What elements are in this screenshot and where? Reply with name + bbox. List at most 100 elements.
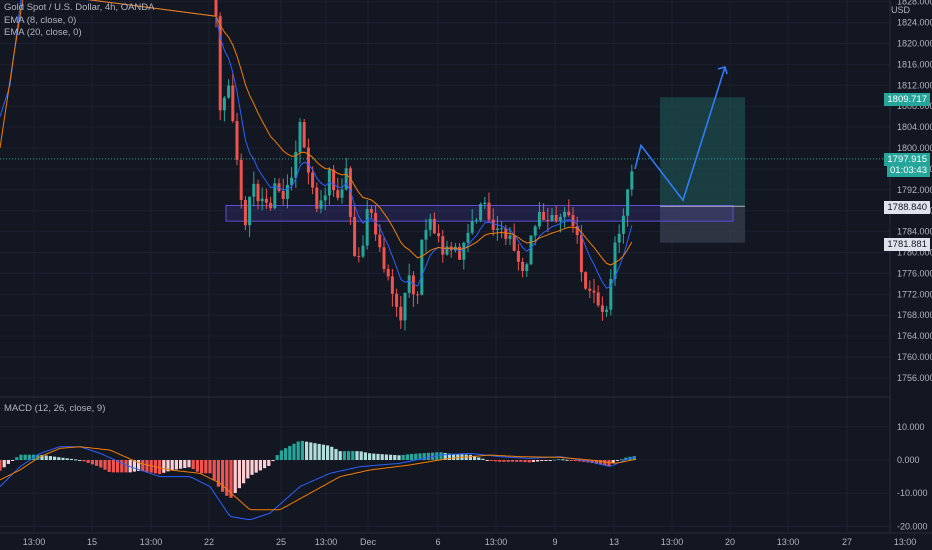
candle bbox=[353, 204, 357, 257]
candle-body bbox=[256, 183, 260, 202]
candle-body bbox=[218, 16, 222, 111]
macd-histogram-bar bbox=[359, 451, 363, 460]
macd-histogram-bar bbox=[578, 460, 582, 462]
price-tick-label: 1812.000 bbox=[897, 80, 932, 90]
candle-body bbox=[285, 184, 289, 199]
candle bbox=[621, 208, 625, 244]
macd-histogram-bar bbox=[531, 460, 535, 462]
candle bbox=[243, 196, 247, 231]
candle-body bbox=[579, 235, 583, 273]
candle bbox=[600, 296, 604, 321]
macd-histogram-bar bbox=[212, 460, 216, 480]
candle-body bbox=[260, 198, 264, 202]
candle-body bbox=[479, 203, 483, 221]
candle bbox=[462, 241, 466, 270]
macd-histogram-bar bbox=[372, 453, 376, 460]
macd-histogram-bar bbox=[632, 456, 636, 460]
macd-histogram-bar bbox=[86, 460, 90, 463]
macd-histogram-bar bbox=[242, 460, 246, 484]
candle-body bbox=[227, 85, 231, 98]
candle-body bbox=[432, 218, 436, 234]
macd-histogram-bar bbox=[0, 460, 2, 471]
candle bbox=[584, 271, 588, 291]
candle bbox=[596, 285, 600, 308]
macd-histogram-bar bbox=[82, 460, 86, 462]
ema-fast-line bbox=[0, 0, 633, 289]
macd-histogram-bar bbox=[221, 460, 225, 492]
stop-loss-zone bbox=[660, 206, 745, 243]
time-tick-label: 20 bbox=[725, 537, 735, 547]
macd-histogram-bar bbox=[27, 454, 31, 460]
candle bbox=[479, 202, 483, 223]
candle bbox=[441, 229, 445, 263]
candle-body bbox=[542, 211, 546, 220]
price-tick-label: 1824.000 bbox=[897, 18, 932, 28]
macd-histogram-bar bbox=[36, 454, 40, 460]
macd-histogram-bar bbox=[267, 460, 271, 466]
candle bbox=[458, 243, 462, 260]
macd-line bbox=[0, 446, 637, 521]
candle-body bbox=[621, 215, 625, 234]
macd-histogram-bar bbox=[368, 453, 372, 460]
macd-histogram-bar bbox=[363, 452, 367, 460]
candle bbox=[252, 171, 256, 207]
candle-body bbox=[445, 246, 449, 255]
ema-fast-legend: EMA (8, close, 0) bbox=[4, 15, 77, 26]
macd-histogram-bar bbox=[485, 460, 489, 461]
candle-body bbox=[500, 228, 504, 230]
position-zones bbox=[0, 97, 890, 243]
macd-histogram-bar bbox=[548, 460, 552, 461]
macd-histogram-bar bbox=[309, 442, 313, 460]
time-tick-label: 13:00 bbox=[777, 537, 800, 547]
macd-histogram-bar bbox=[296, 441, 300, 460]
candle bbox=[437, 224, 441, 243]
macd-histogram-bar bbox=[321, 444, 325, 460]
candle bbox=[340, 178, 344, 204]
candle bbox=[357, 247, 361, 263]
candle bbox=[374, 205, 378, 241]
time-tick-label: Dec bbox=[360, 537, 377, 547]
time-tick-label: 6 bbox=[435, 537, 440, 547]
macd-histogram-bar bbox=[158, 460, 162, 475]
macd-histogram-bar bbox=[15, 457, 19, 460]
candle bbox=[495, 215, 499, 241]
price-tick-label: 1772.000 bbox=[897, 289, 932, 299]
macd-histogram-bar bbox=[443, 452, 447, 460]
candle bbox=[214, 0, 218, 28]
candle bbox=[428, 213, 432, 237]
candle-body bbox=[348, 168, 352, 217]
macd-histogram-bar bbox=[620, 459, 624, 461]
candle-body bbox=[416, 294, 420, 296]
candle bbox=[302, 118, 306, 149]
candle-body bbox=[336, 190, 340, 198]
candle-body bbox=[592, 290, 596, 293]
time-tick-label: 13:00 bbox=[23, 537, 46, 547]
candle-body bbox=[533, 226, 537, 236]
macd-histogram-bar bbox=[48, 456, 52, 460]
macd-histogram-bar bbox=[540, 460, 544, 462]
macd-histogram-bar bbox=[489, 460, 493, 462]
candle bbox=[525, 262, 529, 278]
macd-histogram-bar bbox=[149, 460, 153, 473]
candle-body bbox=[365, 209, 369, 246]
candle bbox=[386, 264, 390, 281]
candle bbox=[420, 239, 424, 296]
time-tick-label: 13:00 bbox=[140, 537, 163, 547]
candle-body bbox=[617, 233, 621, 243]
candle bbox=[483, 196, 487, 210]
candle bbox=[239, 153, 243, 209]
macd-histogram-bar bbox=[53, 456, 57, 460]
candle-body bbox=[521, 261, 525, 272]
macd-histogram-bar bbox=[246, 460, 250, 479]
entry-price-badge: 1788.840 bbox=[884, 201, 930, 214]
candle-body bbox=[462, 242, 466, 260]
candle bbox=[567, 199, 571, 217]
projection-line bbox=[634, 66, 726, 202]
candle-body bbox=[369, 209, 373, 213]
candle bbox=[222, 96, 226, 122]
macd-histogram-bar bbox=[510, 460, 514, 462]
candle-body bbox=[357, 256, 361, 258]
candle bbox=[403, 292, 407, 331]
